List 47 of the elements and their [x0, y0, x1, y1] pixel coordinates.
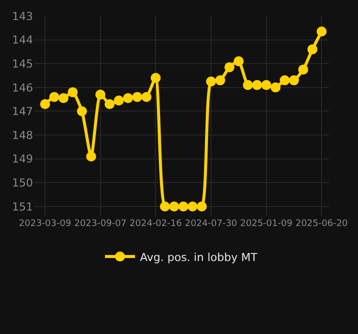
point: [307, 44, 318, 54]
point: [261, 80, 272, 90]
point: [86, 151, 96, 162]
point: [206, 76, 216, 86]
point: [215, 75, 226, 86]
point: [132, 92, 142, 102]
y-tick-label: 149: [12, 152, 33, 166]
point: [49, 92, 60, 102]
x-tick-label: 2025-06-20: [295, 219, 348, 229]
y-tick-label: 144: [12, 34, 33, 47]
x-tick-label: 2024-07-30: [184, 219, 238, 229]
point: [224, 62, 234, 72]
x-tick-label: 2024-02-16: [130, 219, 182, 229]
point: [40, 99, 50, 110]
point: [280, 75, 290, 86]
y-tick-label: 145: [12, 57, 33, 70]
x-tick-label: 2025-01-09: [240, 219, 293, 229]
point: [288, 75, 299, 86]
y-tick-label: 147: [12, 105, 33, 118]
point: [196, 201, 207, 212]
point: [76, 106, 87, 116]
point: [242, 80, 253, 90]
x-tick-label: 2023-03-09: [18, 219, 72, 229]
point: [68, 87, 78, 98]
point: [141, 92, 152, 102]
y-tick-label: 143: [12, 10, 33, 23]
point: [123, 93, 134, 104]
y-tick-label: 146: [12, 81, 33, 94]
point: [95, 90, 106, 100]
point: [104, 99, 115, 110]
y-tick-label: 150: [12, 176, 33, 190]
point: [169, 201, 180, 212]
point: [270, 82, 281, 92]
point: [298, 64, 308, 75]
point: [188, 201, 198, 212]
point: [58, 93, 68, 104]
legend-label: Avg. pos. in lobby MT: [140, 250, 258, 264]
point: [160, 201, 170, 212]
point: [316, 26, 327, 36]
point: [150, 72, 161, 83]
y-tick-label: 148: [12, 128, 33, 142]
point: [178, 201, 188, 212]
point: [234, 56, 244, 66]
point: [252, 80, 262, 90]
x-tick-label: 2023-09-07: [74, 219, 127, 229]
y-tick-label: 151: [12, 200, 33, 214]
point: [114, 96, 124, 106]
